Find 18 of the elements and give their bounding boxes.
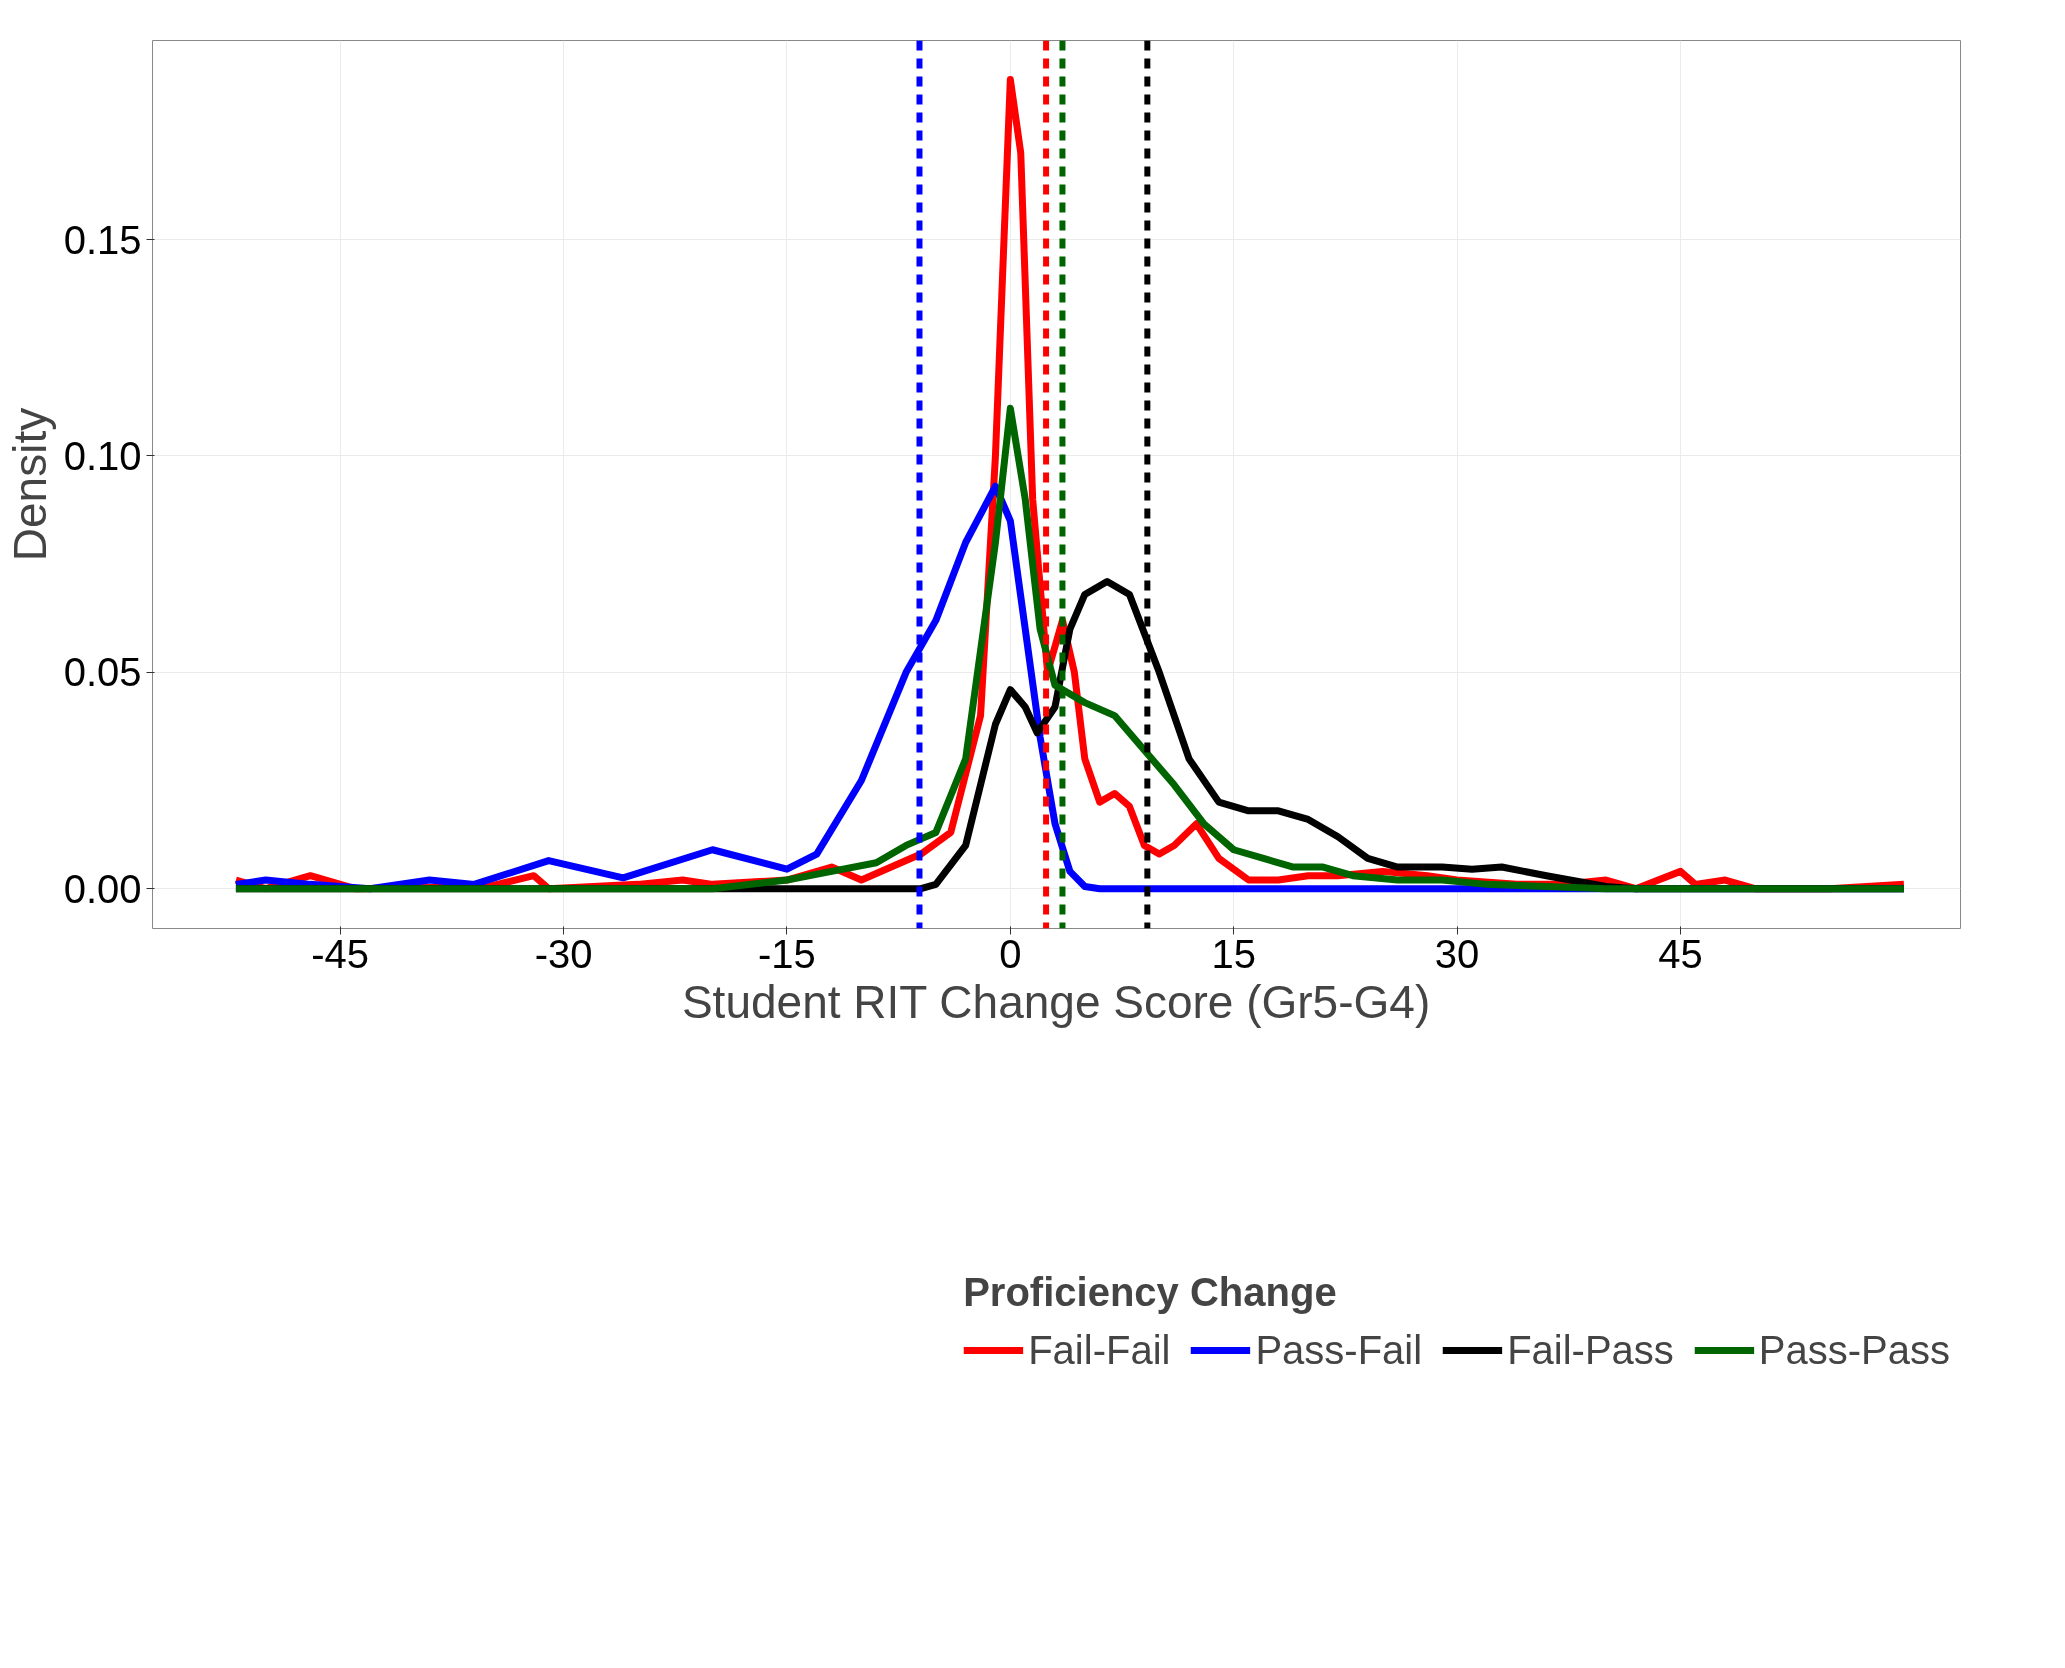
x-tick-label: 45 — [1658, 931, 1703, 976]
legend-label: Fail-Fail — [1028, 1327, 1171, 1373]
x-tick-label: 0 — [999, 931, 1022, 976]
legend-label: Pass-Pass — [1758, 1327, 1950, 1373]
legend-label: Pass-Fail — [1255, 1327, 1423, 1373]
x-axis-title: Student RIT Change Score (Gr5-G4) — [681, 975, 1431, 1028]
y-tick-label: 0.05 — [63, 650, 142, 695]
y-tick-label: 0.15 — [63, 217, 142, 262]
legend-title: Proficiency Change — [963, 1270, 1338, 1315]
x-tick-label: 30 — [1434, 931, 1480, 976]
x-tick-label: 15 — [1211, 931, 1256, 976]
y-tick-label: 0.10 — [63, 433, 142, 478]
y-tick-label: 0.00 — [63, 866, 142, 911]
x-tick-label: -45 — [311, 931, 370, 976]
legend-label: Fail-Pass — [1507, 1327, 1674, 1373]
x-tick-label: -15 — [758, 931, 816, 976]
x-tick-label: -30 — [534, 931, 593, 976]
y-axis-title: Density — [3, 407, 56, 562]
